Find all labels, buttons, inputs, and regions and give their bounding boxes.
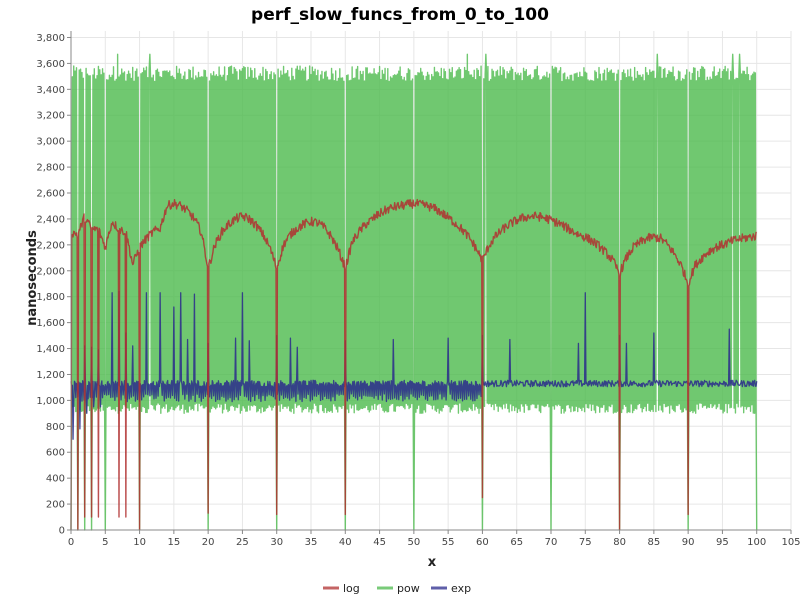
log-series-line bbox=[70, 198, 757, 531]
y-tick-label: 600 bbox=[46, 448, 65, 459]
y-tick-label: 2,000 bbox=[36, 266, 65, 277]
y-tick-label: 1,400 bbox=[36, 344, 65, 355]
x-tick-label: 0 bbox=[68, 537, 74, 548]
x-tick-label: 35 bbox=[305, 537, 318, 548]
y-tick-label: 3,200 bbox=[36, 111, 65, 122]
legend-label-log: log bbox=[343, 582, 360, 595]
x-tick-label: 50 bbox=[407, 537, 420, 548]
y-tick-label: 2,800 bbox=[36, 163, 65, 174]
y-tick-label: 2,600 bbox=[36, 189, 65, 200]
x-tick-label: 60 bbox=[476, 537, 489, 548]
axes: 02004006008001,0001,2001,4001,6001,8002,… bbox=[36, 31, 800, 548]
x-tick-label: 40 bbox=[339, 537, 352, 548]
x-tick-label: 10 bbox=[133, 537, 146, 548]
x-tick-label: 70 bbox=[545, 537, 558, 548]
legend-label-exp: exp bbox=[451, 582, 471, 595]
y-tick-label: 3,000 bbox=[36, 137, 65, 148]
legend: log pow exp bbox=[323, 582, 471, 595]
y-tick-label: 800 bbox=[46, 422, 65, 433]
y-tick-label: 1,800 bbox=[36, 292, 65, 303]
y-tick-label: 400 bbox=[46, 474, 65, 485]
y-axis-label: nanoseconds bbox=[25, 230, 40, 326]
y-tick-label: 3,600 bbox=[36, 59, 65, 70]
x-tick-label: 45 bbox=[373, 537, 386, 548]
y-tick-label: 1,600 bbox=[36, 318, 65, 329]
x-tick-label: 90 bbox=[682, 537, 695, 548]
x-tick-label: 30 bbox=[270, 537, 283, 548]
x-tick-label: 5 bbox=[102, 537, 108, 548]
chart-title: perf_slow_funcs_from_0_to_100 bbox=[251, 5, 549, 25]
x-tick-label: 80 bbox=[613, 537, 626, 548]
x-tick-label: 75 bbox=[579, 537, 592, 548]
x-tick-label: 85 bbox=[647, 537, 660, 548]
x-tick-label: 55 bbox=[442, 537, 455, 548]
y-tick-label: 2,200 bbox=[36, 240, 65, 251]
x-tick-label: 105 bbox=[781, 537, 800, 548]
x-tick-label: 100 bbox=[747, 537, 766, 548]
y-tick-label: 0 bbox=[59, 526, 65, 537]
legend-label-pow: pow bbox=[397, 582, 420, 595]
y-tick-label: 2,400 bbox=[36, 214, 65, 225]
x-tick-label: 15 bbox=[167, 537, 180, 548]
y-tick-label: 3,400 bbox=[36, 85, 65, 96]
x-axis-label: x bbox=[428, 555, 437, 570]
y-tick-label: 1,200 bbox=[36, 370, 65, 381]
x-tick-label: 25 bbox=[236, 537, 249, 548]
x-tick-label: 20 bbox=[202, 537, 215, 548]
y-tick-label: 200 bbox=[46, 500, 65, 511]
y-tick-label: 3,800 bbox=[36, 33, 65, 44]
x-tick-label: 65 bbox=[510, 537, 523, 548]
x-tick-label: 95 bbox=[716, 537, 729, 548]
exp-series-line bbox=[70, 290, 758, 440]
y-tick-label: 1,000 bbox=[36, 396, 65, 407]
